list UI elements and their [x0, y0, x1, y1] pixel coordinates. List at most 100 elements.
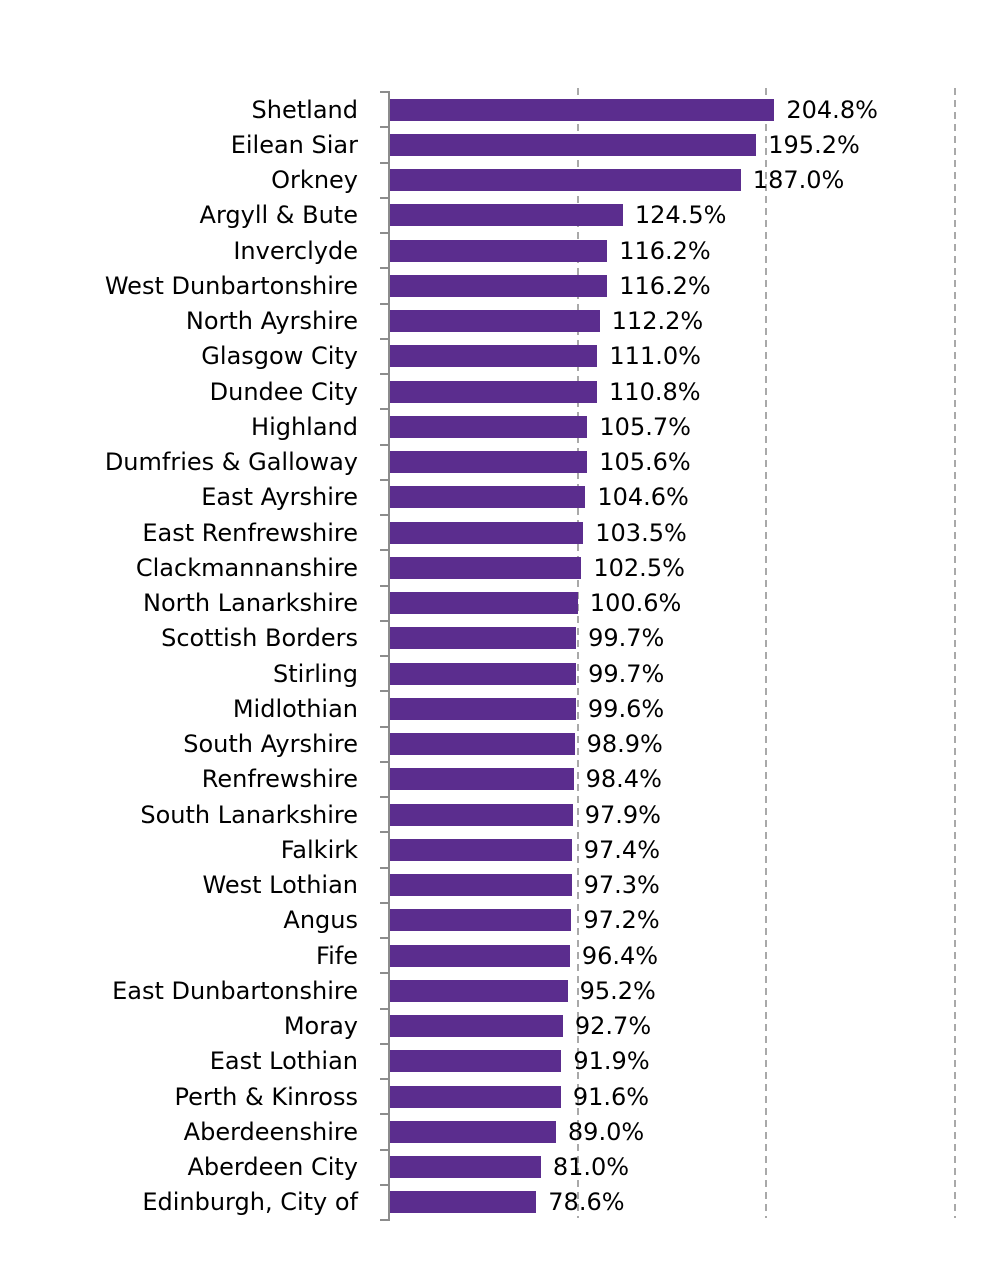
- category-label: Moray: [283, 1012, 358, 1040]
- bar: [390, 874, 572, 896]
- axis-tick: [380, 1183, 390, 1186]
- axis-tick: [380, 514, 390, 516]
- value-label: 187.0%: [752, 166, 845, 194]
- category-label: Clackmannanshire: [135, 553, 358, 582]
- axis-tick: [380, 302, 390, 305]
- category-label: Aberdeen City: [187, 1153, 358, 1181]
- value-label: 110.8%: [609, 377, 701, 406]
- value-label: 116.2%: [619, 236, 711, 265]
- bar: [390, 909, 572, 932]
- bar: [390, 486, 586, 509]
- bar: [390, 204, 623, 227]
- value-label: 102.5%: [593, 553, 685, 582]
- value-label: 99.6%: [587, 694, 665, 723]
- bar: [390, 133, 757, 156]
- category-label: East Ayrshire: [201, 483, 358, 512]
- bar: [390, 662, 577, 685]
- axis-tick: [380, 161, 390, 164]
- value-label: 112.2%: [611, 307, 704, 335]
- value-label: 195.2%: [768, 130, 860, 159]
- bar: [390, 803, 573, 826]
- axis-tick: [380, 584, 390, 587]
- axis-tick: [380, 196, 390, 199]
- value-label: 116.2%: [619, 271, 711, 300]
- axis-tick: [380, 1042, 390, 1045]
- category-label: Shetland: [251, 95, 358, 124]
- bar: [390, 733, 575, 755]
- bar: [390, 415, 588, 438]
- category-label: Inverclyde: [233, 236, 358, 265]
- category-label: West Lothian: [202, 871, 358, 899]
- axis-tick: [380, 443, 390, 446]
- category-label: East Dunbartonshire: [112, 976, 358, 1005]
- axis-tick: [380, 1113, 390, 1116]
- value-label: 78.6%: [548, 1188, 625, 1217]
- axis-tick: [380, 937, 390, 939]
- value-label: 97.2%: [583, 906, 660, 935]
- category-label: Aberdeenshire: [183, 1117, 358, 1146]
- axis-tick: [380, 1078, 390, 1080]
- bar: [390, 768, 574, 791]
- value-label: 124.5%: [634, 201, 727, 230]
- bar: [390, 944, 570, 967]
- value-label: 105.7%: [599, 412, 691, 441]
- value-label: 103.5%: [595, 518, 687, 547]
- value-label: 91.6%: [572, 1082, 650, 1111]
- value-label: 105.6%: [599, 448, 691, 476]
- value-label: 99.7%: [588, 659, 665, 688]
- bar: [390, 697, 576, 720]
- value-label: 89.0%: [567, 1117, 645, 1146]
- axis-tick: [380, 690, 390, 693]
- axis-tick: [380, 478, 390, 481]
- bar: [390, 1120, 556, 1143]
- category-label: South Ayrshire: [183, 730, 358, 758]
- category-label: Angus: [283, 906, 358, 935]
- bar: [390, 169, 741, 191]
- category-label: Glasgow City: [201, 342, 358, 371]
- value-label: 100.6%: [589, 589, 682, 617]
- gridline-100pct: [576, 88, 579, 1218]
- gridline-200pct: [765, 88, 768, 1218]
- bar: [390, 98, 775, 121]
- category-label: East Lothian: [209, 1047, 358, 1076]
- value-label: 111.0%: [609, 342, 701, 371]
- axis-tick: [380, 831, 390, 834]
- gridline-300pct: [954, 88, 956, 1218]
- value-label: 91.9%: [573, 1047, 650, 1076]
- axis-tick: [380, 549, 390, 552]
- value-label: 92.7%: [574, 1012, 652, 1040]
- axis-tick: [380, 655, 390, 657]
- category-label: North Ayrshire: [185, 307, 358, 335]
- category-label: North Lanarkshire: [142, 589, 358, 617]
- category-label: Orkney: [271, 166, 358, 194]
- category-label: Edinburgh, City of: [142, 1188, 358, 1217]
- category-label: Falkirk: [280, 835, 358, 864]
- category-label: Stirling: [273, 659, 358, 688]
- value-label: 95.2%: [579, 976, 656, 1005]
- category-label: Eilean Siar: [230, 130, 358, 159]
- axis-tick: [380, 972, 390, 975]
- bar: [390, 1015, 563, 1037]
- category-label: Dumfries & Galloway: [104, 448, 358, 476]
- category-label: Renfrewshire: [201, 765, 358, 794]
- category-label: Highland: [251, 412, 358, 441]
- axis-tick: [380, 408, 390, 411]
- value-label: 204.8%: [786, 95, 878, 124]
- value-label: 98.4%: [585, 765, 662, 794]
- axis-tick: [380, 126, 390, 129]
- bar: [390, 380, 598, 403]
- category-label: Fife: [316, 941, 358, 970]
- bar: [390, 1191, 537, 1214]
- category-label: Midlothian: [232, 694, 358, 723]
- axis-tick: [380, 232, 390, 234]
- value-label: 98.9%: [586, 730, 663, 758]
- axis-tick: [380, 901, 390, 904]
- axis-tick: [380, 1007, 390, 1010]
- category-label: Dundee City: [209, 377, 358, 406]
- category-label: South Lanarkshire: [140, 800, 358, 829]
- bar: [390, 451, 588, 473]
- category-label: Scottish Borders: [161, 624, 358, 653]
- value-label: 99.7%: [588, 624, 665, 653]
- bar: [390, 239, 608, 262]
- value-label: 97.4%: [583, 835, 660, 864]
